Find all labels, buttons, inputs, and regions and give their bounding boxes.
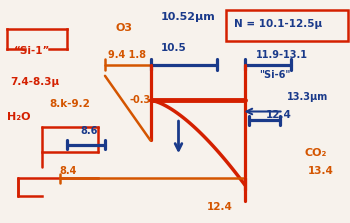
Text: CO₂: CO₂ xyxy=(304,148,327,158)
Text: -0.3: -0.3 xyxy=(130,95,151,105)
Text: H₂O: H₂O xyxy=(7,112,30,122)
Text: 11.9-13.1: 11.9-13.1 xyxy=(256,50,308,60)
Text: 12.4: 12.4 xyxy=(206,202,232,212)
Text: O3: O3 xyxy=(116,23,133,33)
Text: 10.5: 10.5 xyxy=(161,43,187,53)
Text: 10.52μm: 10.52μm xyxy=(161,12,216,22)
Text: N = 10.1-12.5μ: N = 10.1-12.5μ xyxy=(234,19,323,29)
Text: 8.k-9.2: 8.k-9.2 xyxy=(49,99,90,109)
Text: 13.3μm: 13.3μm xyxy=(287,92,328,102)
Text: 12.4: 12.4 xyxy=(266,110,292,120)
Text: 8.4: 8.4 xyxy=(60,166,77,176)
Text: 13.4: 13.4 xyxy=(308,166,334,176)
Text: “Si-1”: “Si-1” xyxy=(14,45,50,56)
Text: "Si-6": "Si-6" xyxy=(259,70,290,80)
Text: 7.4-8.3μ: 7.4-8.3μ xyxy=(10,77,60,87)
Text: 8.6: 8.6 xyxy=(80,126,98,136)
Text: 9.4 1.8: 9.4 1.8 xyxy=(108,50,147,60)
